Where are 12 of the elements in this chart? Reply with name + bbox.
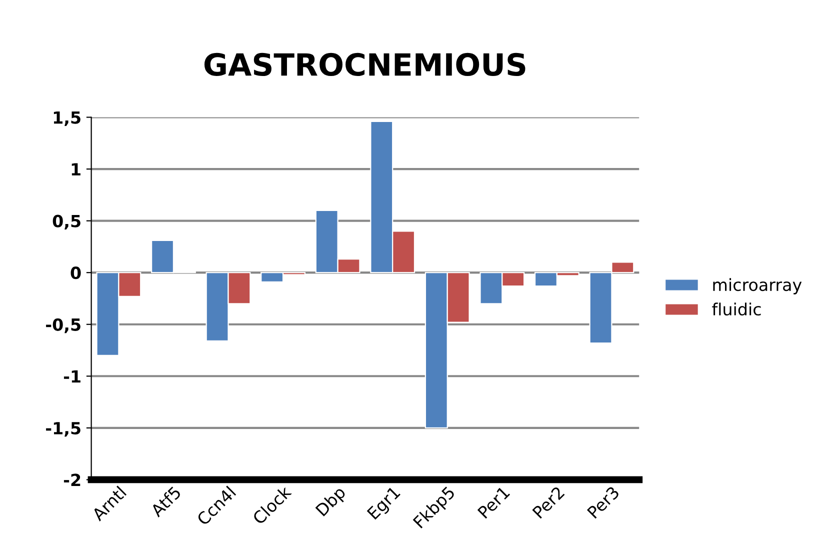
y-tick-label: -1,5 <box>46 422 80 437</box>
x-tick-label: Dbp <box>314 485 349 519</box>
y-tick-label: -0,5 <box>46 318 80 334</box>
y-tick-label: 1,5 <box>54 111 80 126</box>
legend-label: fluidic <box>712 302 761 316</box>
y-tick-label: 1 <box>72 163 80 176</box>
chart-title: GASTROCNEMIOUS <box>204 52 526 76</box>
y-tick-label: 0 <box>70 266 81 280</box>
y-tick-label: -1 <box>64 370 80 382</box>
y-tick-label: 0,5 <box>52 214 80 230</box>
y-tick-label: -2 <box>64 474 80 486</box>
legend-label: microarray <box>713 278 802 294</box>
